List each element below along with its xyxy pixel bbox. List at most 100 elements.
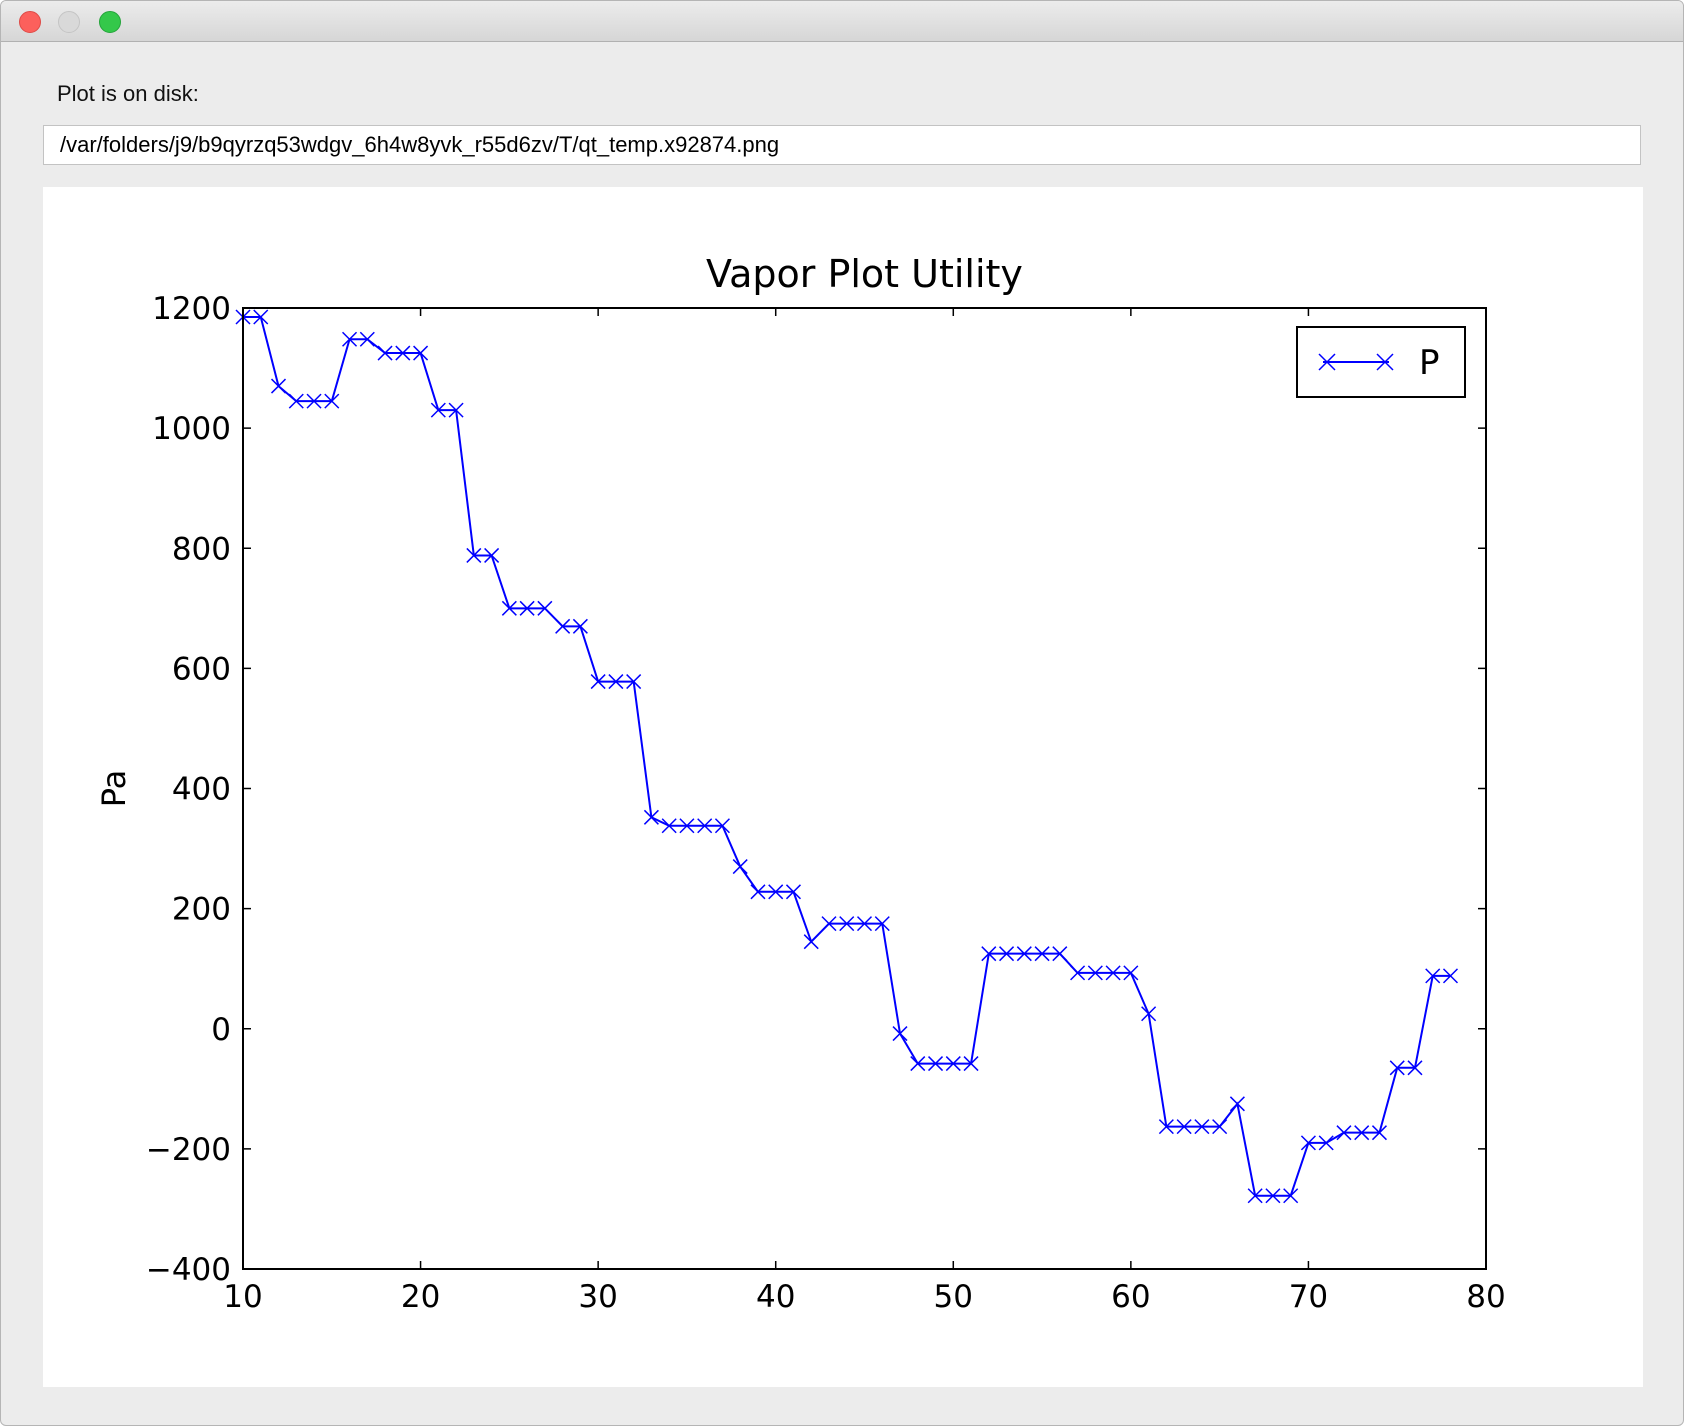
data-point [1336, 1125, 1352, 1141]
data-point [448, 402, 464, 418]
data-point [643, 809, 659, 825]
data-point [1300, 1135, 1316, 1151]
data-point [288, 393, 304, 409]
legend-marker [1318, 353, 1336, 371]
legend-marker [1376, 353, 1394, 371]
data-point [1034, 946, 1050, 962]
y-tick-label: 200 [172, 892, 231, 928]
data-point [484, 547, 500, 563]
data-point [697, 818, 713, 834]
data-point [910, 1056, 926, 1072]
y-tick-label: 400 [172, 772, 231, 808]
series-line-P [243, 316, 1451, 1197]
data-point [874, 916, 890, 932]
data-point [1105, 965, 1121, 981]
x-tick-label: 30 [578, 1279, 617, 1315]
data-point [342, 331, 358, 347]
data-point [1229, 1096, 1245, 1112]
data-point [270, 378, 287, 394]
plot-frame [242, 307, 1487, 1270]
data-point [377, 345, 393, 361]
data-point [1141, 1006, 1157, 1022]
data-point [590, 674, 606, 690]
data-point [732, 859, 748, 875]
x-tick-label: 40 [756, 1279, 795, 1315]
data-point [1123, 965, 1139, 981]
data-point [359, 331, 375, 347]
data-point [1407, 1060, 1423, 1076]
data-point [501, 600, 517, 616]
title-bar[interactable] [1, 1, 1683, 42]
maximize-button[interactable] [99, 11, 121, 33]
data-point [306, 393, 322, 409]
data-point [1371, 1125, 1387, 1141]
data-point [945, 1056, 961, 1072]
data-point [626, 674, 642, 690]
data-point [856, 916, 873, 932]
data-point [1283, 1188, 1299, 1204]
x-tick-label: 50 [934, 1279, 973, 1315]
legend-label: P [1419, 343, 1440, 383]
plot-path-field[interactable] [43, 125, 1641, 165]
data-point [1158, 1119, 1174, 1135]
y-tick-label: 800 [172, 531, 231, 567]
x-tick-label: 10 [223, 1279, 262, 1315]
data-point [714, 818, 730, 834]
data-point [679, 818, 695, 834]
data-point [963, 1056, 979, 1072]
data-point [803, 934, 819, 950]
y-axis-label: Pa [95, 770, 133, 807]
data-point [927, 1056, 944, 1072]
data-point [572, 618, 588, 634]
y-tick-label: 1000 [152, 411, 231, 447]
data-point [1070, 965, 1086, 981]
data-point [1194, 1119, 1210, 1135]
plot-path-label: Plot is on disk: [57, 81, 199, 106]
chart-title: Vapor Plot Utility [706, 252, 1023, 296]
data-point [413, 345, 429, 361]
data-point [537, 600, 553, 616]
data-point [1052, 946, 1068, 962]
data-point [821, 916, 837, 932]
y-tick-label: 0 [211, 1012, 231, 1048]
data-point [466, 547, 482, 563]
data-point [999, 946, 1015, 962]
close-button[interactable] [19, 11, 41, 33]
x-tick-label: 70 [1289, 1279, 1328, 1315]
data-point [1087, 965, 1103, 981]
x-tick-label: 80 [1466, 1279, 1505, 1315]
data-point [1442, 968, 1459, 984]
y-tick-label: −200 [146, 1132, 231, 1168]
data-point [1016, 946, 1032, 962]
data-point [981, 946, 997, 962]
data-point [430, 402, 446, 418]
data-point [785, 884, 802, 900]
data-point [1354, 1125, 1370, 1141]
x-tick-label: 60 [1111, 1279, 1150, 1315]
data-point [892, 1026, 908, 1042]
data-point [1389, 1060, 1405, 1076]
vapor-plot-chart: Vapor Plot Utility Pa 10 20 30 40 50 60 70 80 1200… [95, 252, 1506, 1315]
plot-panel: Vapor Plot Utility Pa 10 20 30 40 50 60 70 80 1200… [43, 187, 1643, 1387]
y-tick-label: −400 [146, 1252, 231, 1288]
data-point [750, 884, 766, 900]
data-point [608, 674, 624, 690]
data-point [555, 618, 571, 634]
data-point [1265, 1188, 1281, 1204]
data-point [1318, 1135, 1334, 1151]
x-tick-label: 20 [401, 1279, 440, 1315]
y-tick-label: 600 [172, 651, 231, 687]
y-tick-label: 1200 [152, 291, 231, 327]
data-point [661, 818, 677, 834]
data-point [324, 393, 340, 409]
data-point [395, 345, 411, 361]
minimize-button[interactable] [58, 11, 80, 33]
data-point [253, 309, 269, 325]
data-point [1212, 1119, 1228, 1135]
data-point [768, 884, 784, 900]
data-point [1247, 1188, 1263, 1204]
data-point [1176, 1119, 1192, 1135]
data-point [839, 916, 855, 932]
data-point [1425, 968, 1441, 984]
